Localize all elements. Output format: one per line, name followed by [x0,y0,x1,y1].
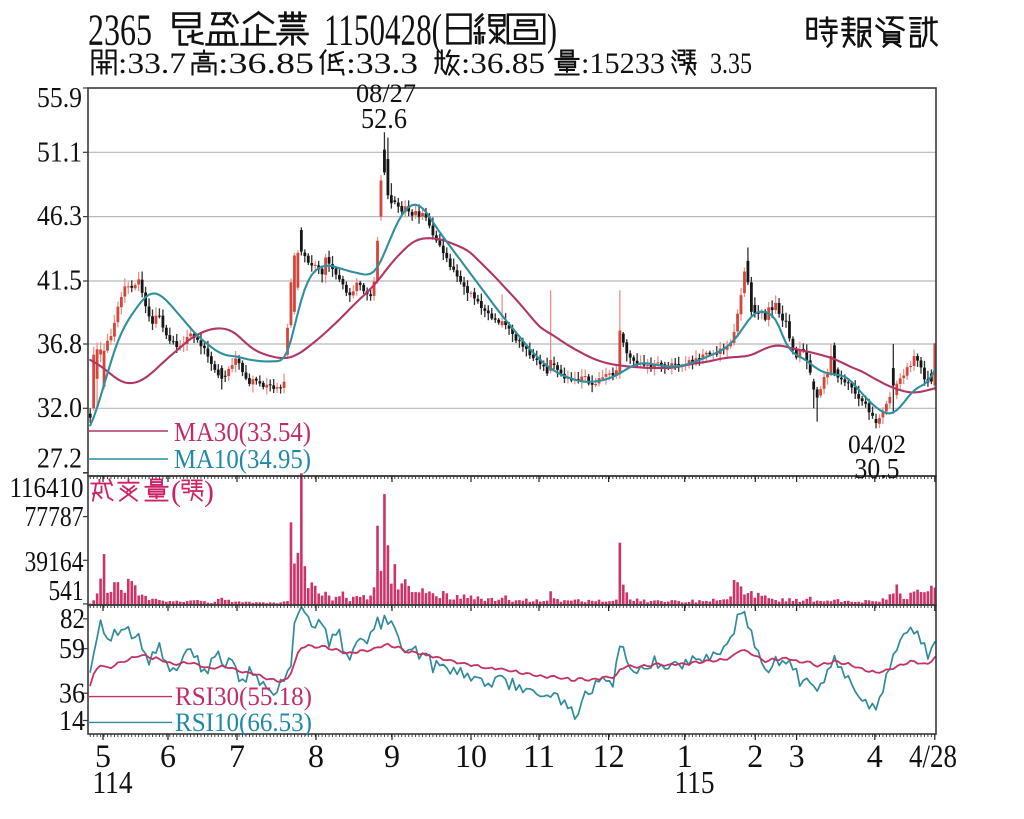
svg-text:11: 11 [523,739,555,775]
svg-text:7: 7 [229,739,245,775]
svg-text:6: 6 [160,739,176,775]
svg-text:1: 1 [677,739,693,775]
svg-text::33.3: :33.3 [346,47,418,80]
svg-text:3: 3 [789,739,805,775]
svg-text:14: 14 [59,706,85,737]
svg-text:41.5: 41.5 [37,265,82,296]
svg-text:12: 12 [593,739,625,775]
svg-text:9: 9 [384,739,400,775]
svg-text:51.1: 51.1 [37,138,82,169]
svg-text:4/28: 4/28 [909,739,957,775]
svg-text:36.8: 36.8 [37,329,82,360]
svg-text:30.5: 30.5 [855,454,900,485]
svg-text:46.3: 46.3 [37,201,82,232]
svg-text:55.9: 55.9 [37,83,82,114]
svg-text:116410: 116410 [10,472,84,504]
svg-text:32.0: 32.0 [37,393,82,424]
svg-text::15233: :15233 [581,47,665,80]
svg-text:27.2: 27.2 [37,444,82,475]
svg-text:2: 2 [747,739,763,775]
svg-text::36.85: :36.85 [218,47,314,80]
svg-text:04/02: 04/02 [848,430,906,459]
svg-text:59: 59 [59,634,85,665]
svg-text:08/27: 08/27 [356,79,416,108]
svg-text:): ) [204,475,214,508]
svg-text:77787: 77787 [25,501,84,533]
svg-text:): ) [547,6,557,55]
svg-text:10: 10 [455,739,487,775]
svg-text:3.35: 3.35 [710,47,752,80]
svg-text:8: 8 [308,739,324,775]
svg-text::36.85: :36.85 [461,47,545,80]
svg-text::33.7: :33.7 [118,47,186,80]
svg-text:2365: 2365 [88,6,152,55]
svg-text:(: ( [171,475,181,508]
svg-text:114: 114 [93,764,133,800]
svg-text:1150428(: 1150428( [324,6,442,55]
svg-text:5: 5 [95,739,111,775]
svg-text:RSI10(66.53): RSI10(66.53) [175,708,312,737]
svg-text:RSI30(55.18): RSI30(55.18) [175,682,312,711]
svg-text:52.6: 52.6 [361,104,407,135]
svg-text:MA30(33.54): MA30(33.54) [174,417,311,447]
svg-text:82: 82 [60,604,85,635]
svg-text:115: 115 [675,764,715,800]
svg-text:4: 4 [867,739,883,775]
svg-text:36: 36 [59,679,85,710]
svg-text:39164: 39164 [25,546,84,578]
svg-text:MA10(34.95): MA10(34.95) [174,444,311,474]
svg-text:541: 541 [49,575,84,607]
